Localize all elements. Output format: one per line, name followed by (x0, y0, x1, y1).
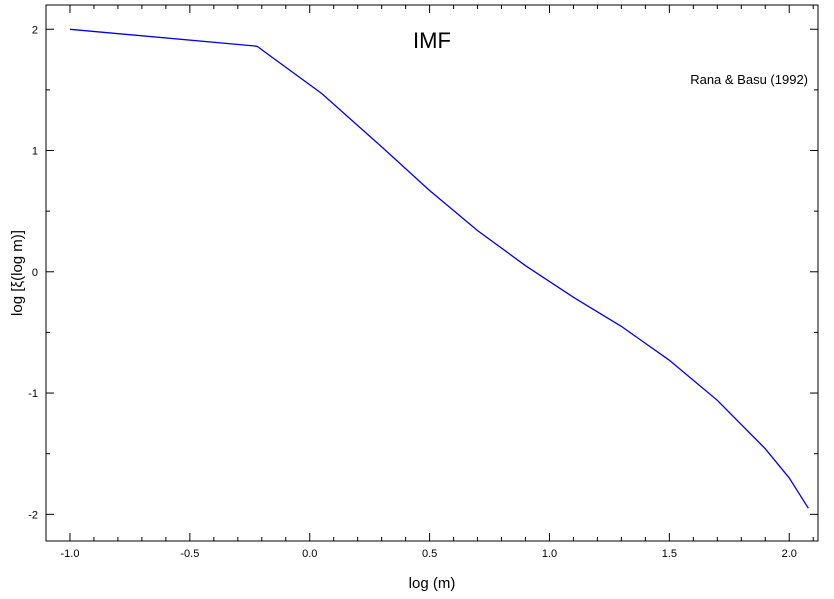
x-tick-label: 1.0 (542, 548, 557, 560)
x-axis: -1.0 -0.5 0.0 0.5 1.0 1.5 2.0 (45, 5, 814, 560)
x-tick-label: 0.5 (422, 548, 437, 560)
y-tick-label: 0 (32, 267, 38, 279)
chart-title: IMF (413, 28, 451, 53)
series-layer (69, 28, 809, 509)
x-tick-label: 1.5 (662, 548, 677, 560)
plot-frame (45, 4, 819, 542)
y-axis-title: log [ξ(log m)] (9, 230, 26, 316)
x-tick-label: -1.0 (60, 548, 79, 560)
x-tick-label: 2.0 (782, 548, 797, 560)
imf-series-line (69, 28, 809, 509)
y-tick-label: 1 (32, 146, 38, 158)
y-tick-label: -2 (28, 509, 38, 521)
x-tick-label: -0.5 (180, 548, 199, 560)
annotation-label: Rana & Basu (1992) (690, 72, 808, 87)
x-tick-label: 0.0 (302, 548, 317, 560)
y-tick-label: 2 (32, 24, 38, 36)
y-axis: -2 -1 0 1 2 (28, 24, 818, 521)
x-axis-title: log (m) (409, 575, 456, 592)
y-tick-label: -1 (28, 388, 38, 400)
